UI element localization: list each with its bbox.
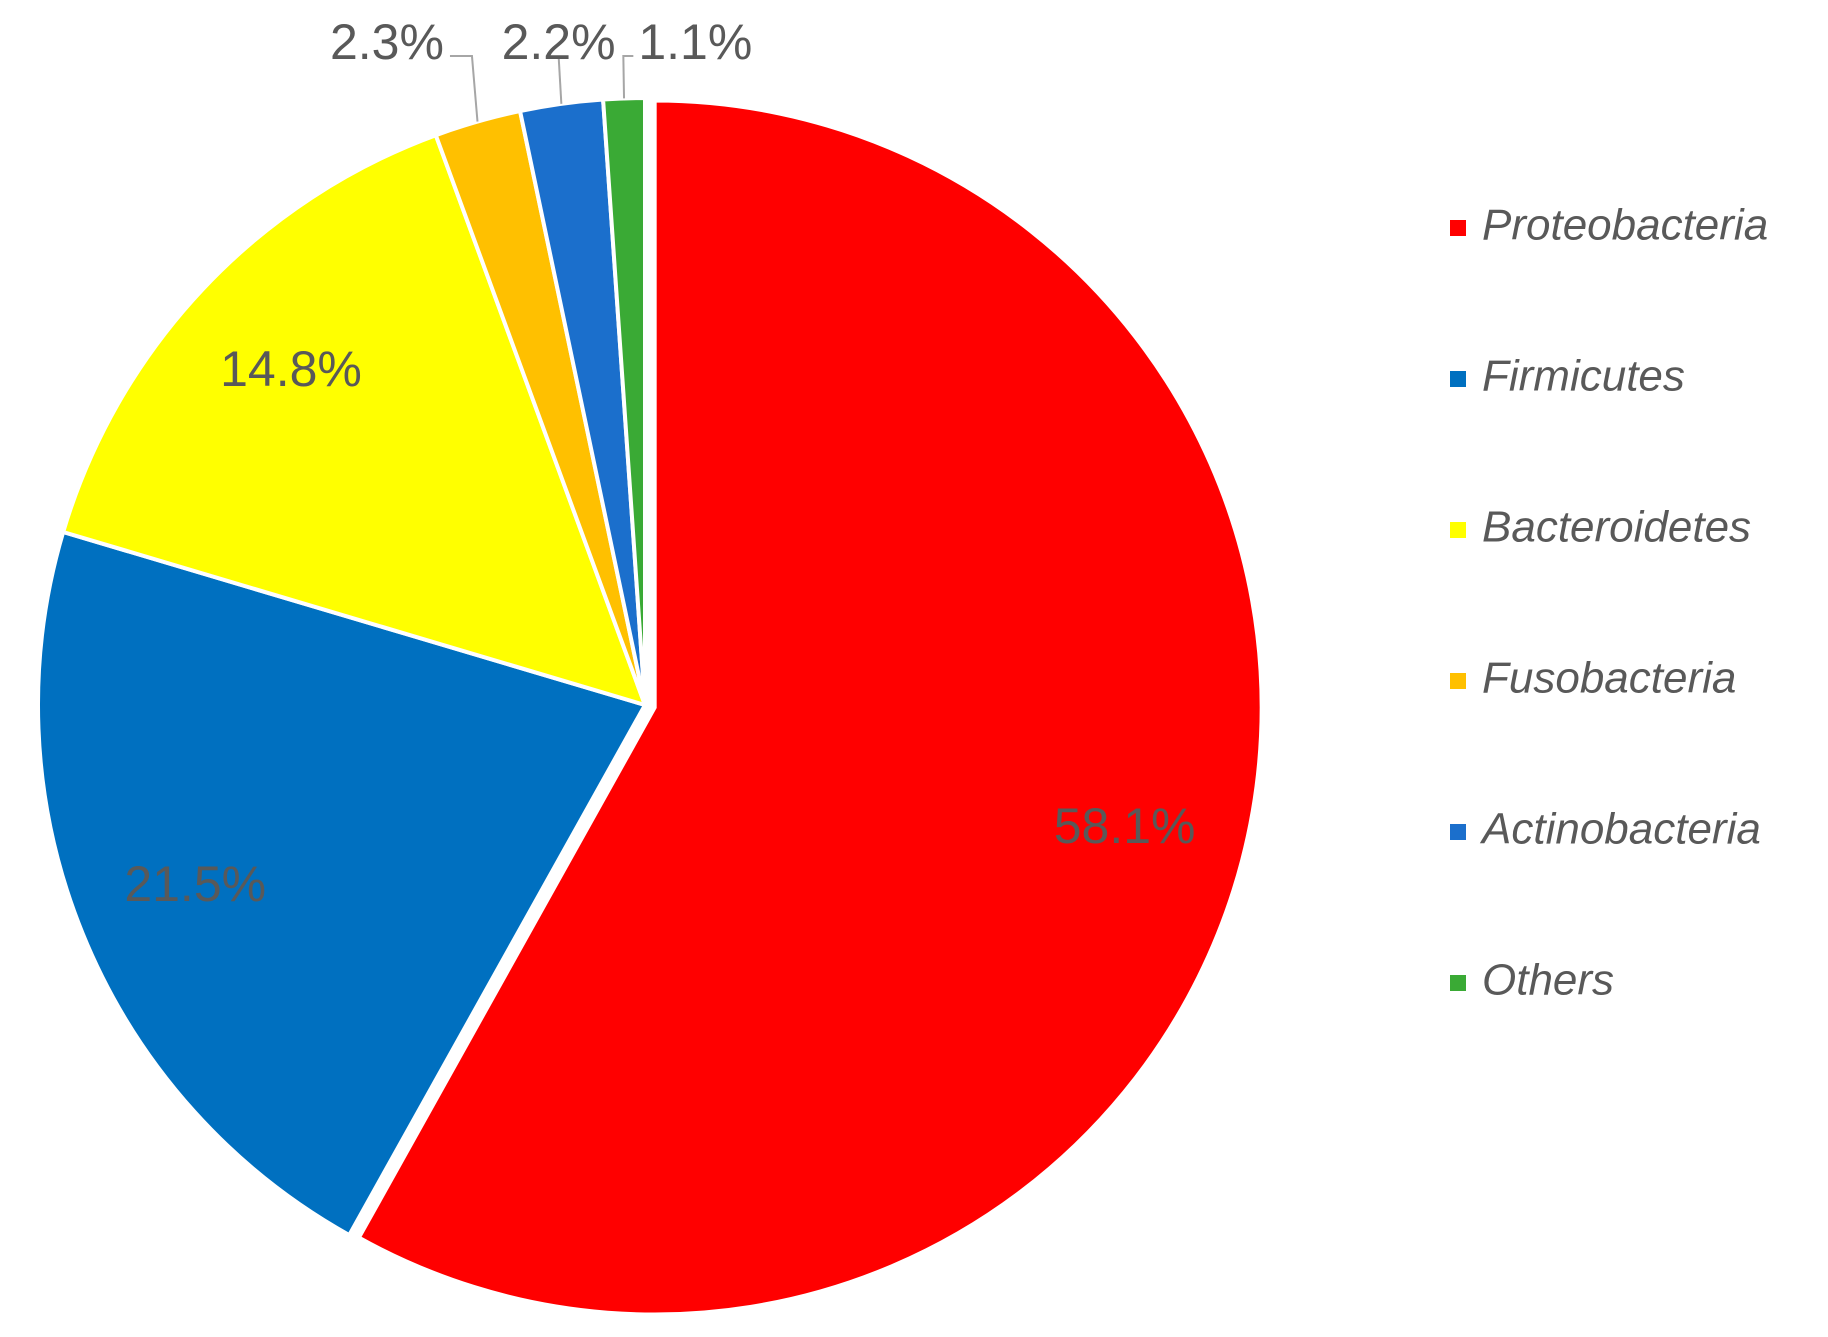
pie-slice	[60, 132, 649, 709]
value-label: 2.2%	[502, 14, 616, 70]
legend-label: Others	[1482, 956, 1614, 1005]
pie-slice	[356, 98, 1264, 1317]
legend-label: Actinobacteria	[1479, 805, 1761, 854]
value-label: 58.1%	[1054, 798, 1196, 854]
legend-swatch	[1450, 824, 1466, 840]
pie-slice	[600, 95, 647, 706]
value-label: 2.3%	[330, 14, 444, 70]
leader-line	[557, 55, 563, 104]
legend-swatch	[1450, 975, 1466, 991]
legend-label: Firmicutes	[1482, 352, 1685, 401]
pie-slice	[36, 529, 648, 1238]
leader-line	[449, 55, 479, 122]
value-label: 1.1%	[638, 14, 752, 70]
legend-label: Fusobacteria	[1482, 654, 1736, 703]
legend-swatch	[1450, 220, 1466, 236]
legend-label: Bacteroidetes	[1482, 503, 1751, 552]
leader-line	[622, 55, 634, 99]
value-label: 14.8%	[220, 341, 362, 397]
legend-label: Proteobacteria	[1482, 201, 1768, 250]
value-label: 21.5%	[124, 856, 266, 912]
legend-swatch	[1450, 522, 1466, 538]
legend-swatch	[1450, 371, 1466, 387]
legend-swatch	[1450, 673, 1466, 689]
